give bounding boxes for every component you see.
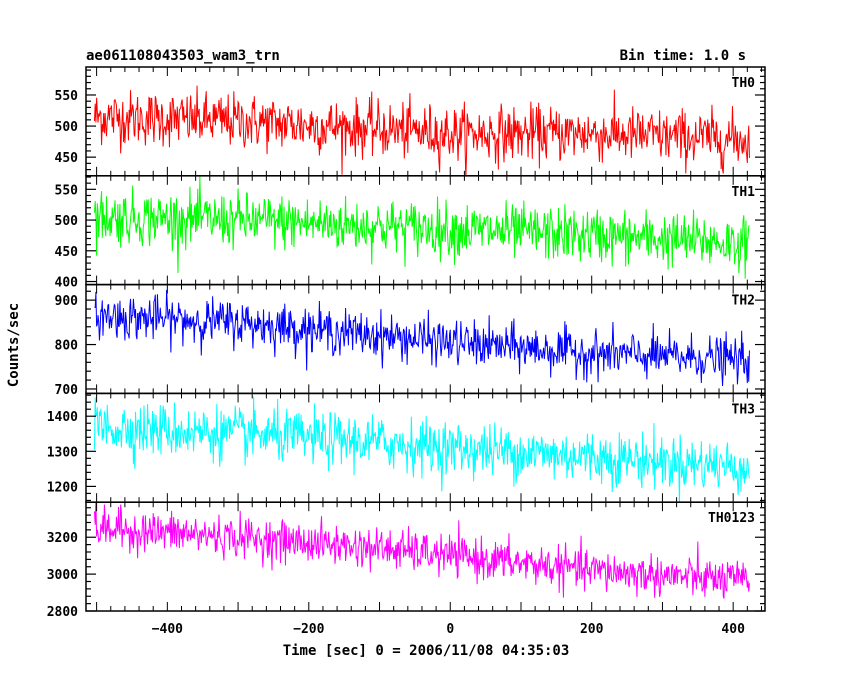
y-tick-label: 3000: [47, 568, 78, 583]
x-tick-label: −200: [293, 622, 324, 637]
y-tick-label: 1400: [47, 410, 78, 425]
series-label-th0: TH0: [732, 76, 756, 91]
panels-group: 450 500 550 TH0 400 450 500 550 TH1 700 800 900 TH2 1…: [47, 66, 766, 620]
panel-th0: 450 500 550 TH0: [55, 66, 766, 177]
panel-th3: 1200 1300 1400 TH3: [47, 392, 766, 503]
y-tick-label: 500: [55, 120, 79, 135]
y-tick-label: 400: [55, 276, 79, 291]
x-axis: −400 −200 0 200 400: [152, 622, 745, 637]
series-label-th0123: TH0123: [708, 511, 755, 526]
panel-th1: 400 450 500 550 TH1: [55, 175, 766, 291]
y-tick-label: 2800: [47, 605, 78, 620]
y-tick-label: 900: [55, 294, 79, 309]
series-line-th0123: [93, 502, 750, 599]
y-tick-label: 700: [55, 383, 79, 398]
x-axis-label: Time [sec] 0 = 2006/11/08 04:35:03: [283, 643, 570, 659]
y-tick-label: 500: [55, 214, 79, 229]
series-label-th3: TH3: [732, 402, 755, 417]
series-label-th1: TH1: [732, 185, 756, 200]
y-tick-label: 450: [55, 245, 79, 260]
y-tick-label: 1200: [47, 480, 78, 495]
x-tick-label: 400: [721, 622, 745, 637]
x-tick-label: 0: [446, 622, 454, 637]
series-label-th2: TH2: [732, 294, 755, 309]
panel-frame: [85, 501, 766, 612]
panel-th0123: 2800 3000 3200 TH0123: [47, 501, 766, 620]
series-line-th0: [93, 85, 750, 176]
series-line-th1: [93, 176, 750, 279]
panel-th2: 700 800 900 TH2: [55, 283, 766, 398]
y-tick-label: 1300: [47, 445, 78, 460]
x-tick-label: −400: [152, 622, 183, 637]
y-tick-label: 450: [55, 151, 79, 166]
series-line-th3: [93, 396, 750, 503]
y-tick-label: 550: [55, 183, 79, 198]
bin-time-label: Bin time: 1.0 s: [620, 48, 746, 64]
series-line-th2: [94, 289, 750, 386]
chart-title: ae061108043503_wam3_trn: [86, 48, 280, 64]
y-tick-label: 800: [55, 339, 79, 354]
x-tick-label: 200: [580, 622, 604, 637]
y-tick-label: 3200: [47, 531, 78, 546]
y-tick-label: 550: [55, 89, 79, 104]
y-axis-label: Counts/sec: [6, 303, 22, 387]
